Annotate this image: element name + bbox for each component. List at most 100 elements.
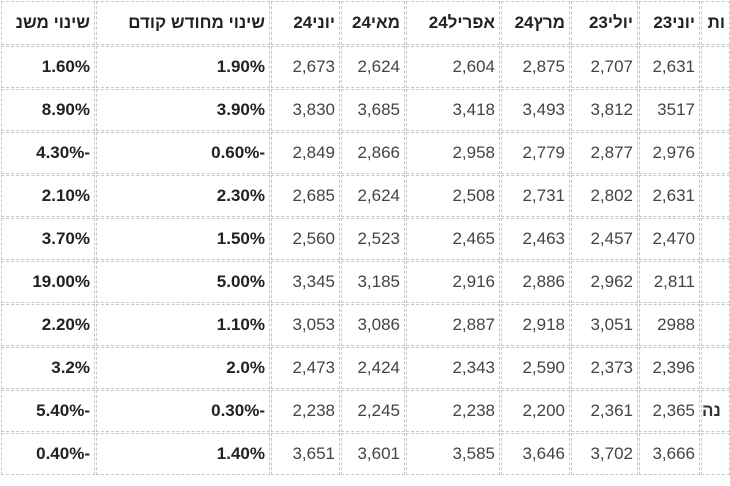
table-cell: 3,051: [571, 304, 638, 346]
table-cell: 3,830: [271, 89, 340, 131]
table-body: 1.60% 1.90% 2,673 2,624 2,604 2,875 2,707 2,631…: [1, 46, 730, 475]
table-row: 2.10% 2.30% 2,685 2,624 2,508 2,731 2,802 2,631: [1, 175, 730, 217]
table-cell: 2,465: [406, 218, 500, 260]
table-cell: 3.70%: [1, 218, 95, 260]
table-cell: 2,457: [571, 218, 638, 260]
table-cell: [701, 46, 730, 88]
table-cell: 3,185: [341, 261, 405, 303]
header-row: שינוי משנ שינוי מחודש קודם יוני24 מאי24 אפרי…: [1, 1, 730, 45]
table-cell: נה: [701, 390, 730, 432]
table-cell: 2,849: [271, 132, 340, 174]
table-cell: 3,418: [406, 89, 500, 131]
table-cell: [701, 347, 730, 389]
table-cell: 2,631: [639, 46, 700, 88]
table-cell: 2,560: [271, 218, 340, 260]
table-cell: 3.90%: [96, 89, 270, 131]
column-header: שינוי משנ: [1, 1, 95, 45]
table-row: 2.20% 1.10% 3,053 3,086 2,887 2,918 3,051 2988: [1, 304, 730, 346]
table-cell: 2,523: [341, 218, 405, 260]
table-cell: 2,707: [571, 46, 638, 88]
table-cell: 2,916: [406, 261, 500, 303]
table-cell: 2,624: [341, 175, 405, 217]
table-row: 4.30%- 0.60%- 2,849 2,866 2,958 2,779 2,877 2,9…: [1, 132, 730, 174]
column-header: יוני24: [271, 1, 340, 45]
table-cell: 5.40%-: [1, 390, 95, 432]
table-cell: 2.0%: [96, 347, 270, 389]
table-cell: 2,424: [341, 347, 405, 389]
table-cell: 3,601: [341, 433, 405, 475]
table-cell: 3,666: [639, 433, 700, 475]
table-cell: 0.30%-: [96, 390, 270, 432]
table-cell: 8.90%: [1, 89, 95, 131]
table-row: 3.2% 2.0% 2,473 2,424 2,343 2,590 2,373 2,396: [1, 347, 730, 389]
table-cell: 2,779: [501, 132, 570, 174]
table-cell: 2,811: [639, 261, 700, 303]
table-cell: 2988: [639, 304, 700, 346]
table-cell: 2,361: [571, 390, 638, 432]
table-cell: 2,631: [639, 175, 700, 217]
table-cell: [701, 89, 730, 131]
table-cell: 2,673: [271, 46, 340, 88]
table-cell: 3,685: [341, 89, 405, 131]
table-cell: 1.50%: [96, 218, 270, 260]
column-header: יולי23: [571, 1, 638, 45]
table-row: 0.40%- 1.40% 3,651 3,601 3,585 3,646 3,702 3,66…: [1, 433, 730, 475]
table-cell: 2,866: [341, 132, 405, 174]
table-cell: 2,200: [501, 390, 570, 432]
table-cell: 3,702: [571, 433, 638, 475]
table-cell: 1.10%: [96, 304, 270, 346]
table-cell: 2,365: [639, 390, 700, 432]
table-cell: 2,877: [571, 132, 638, 174]
table-cell: 2,396: [639, 347, 700, 389]
table-cell: 3,646: [501, 433, 570, 475]
table-cell: [701, 261, 730, 303]
table-cell: 2,802: [571, 175, 638, 217]
table-cell: 3.2%: [1, 347, 95, 389]
table-cell: 2,731: [501, 175, 570, 217]
table-row: 3.70% 1.50% 2,560 2,523 2,465 2,463 2,457 2,470: [1, 218, 730, 260]
table-cell: 2,604: [406, 46, 500, 88]
table-cell: 2,470: [639, 218, 700, 260]
table-cell: 1.40%: [96, 433, 270, 475]
table-cell: 1.90%: [96, 46, 270, 88]
table-cell: 2,624: [341, 46, 405, 88]
table-cell: 3,812: [571, 89, 638, 131]
table-cell: 2,976: [639, 132, 700, 174]
table-cell: 4.30%-: [1, 132, 95, 174]
table-cell: 19.00%: [1, 261, 95, 303]
table-cell: 3,585: [406, 433, 500, 475]
table-cell: 3517: [639, 89, 700, 131]
table-cell: 1.60%: [1, 46, 95, 88]
column-header: יוני23: [639, 1, 700, 45]
table-cell: [701, 304, 730, 346]
table-cell: 2.30%: [96, 175, 270, 217]
data-table: שינוי משנ שינוי מחודש קודם יוני24 מאי24 אפרי…: [1, 1, 730, 475]
table-cell: 3,493: [501, 89, 570, 131]
table-cell: [701, 175, 730, 217]
table-cell: 2,958: [406, 132, 500, 174]
column-header: אפריל24: [406, 1, 500, 45]
table-cell: 2,463: [501, 218, 570, 260]
table-cell: 2,373: [571, 347, 638, 389]
table-cell: [701, 132, 730, 174]
table-cell: 0.60%-: [96, 132, 270, 174]
table-cell: 2,508: [406, 175, 500, 217]
table-cell: 2.10%: [1, 175, 95, 217]
table-cell: 2,875: [501, 46, 570, 88]
table-cell: 2,238: [271, 390, 340, 432]
table-cell: 2,962: [571, 261, 638, 303]
table-row: 8.90% 3.90% 3,830 3,685 3,418 3,493 3,812 3517: [1, 89, 730, 131]
table-cell: 2,886: [501, 261, 570, 303]
table-row: 19.00% 5.00% 3,345 3,185 2,916 2,886 2,962 2,81…: [1, 261, 730, 303]
table-cell: 2,238: [406, 390, 500, 432]
table-cell: 2,918: [501, 304, 570, 346]
column-header: מרץ24: [501, 1, 570, 45]
table-cell: 2,590: [501, 347, 570, 389]
table-cell: 3,345: [271, 261, 340, 303]
table-cell: 2.20%: [1, 304, 95, 346]
table-cell: [701, 218, 730, 260]
table-cell: 2,685: [271, 175, 340, 217]
table-cell: 0.40%-: [1, 433, 95, 475]
table-cell: 2,343: [406, 347, 500, 389]
